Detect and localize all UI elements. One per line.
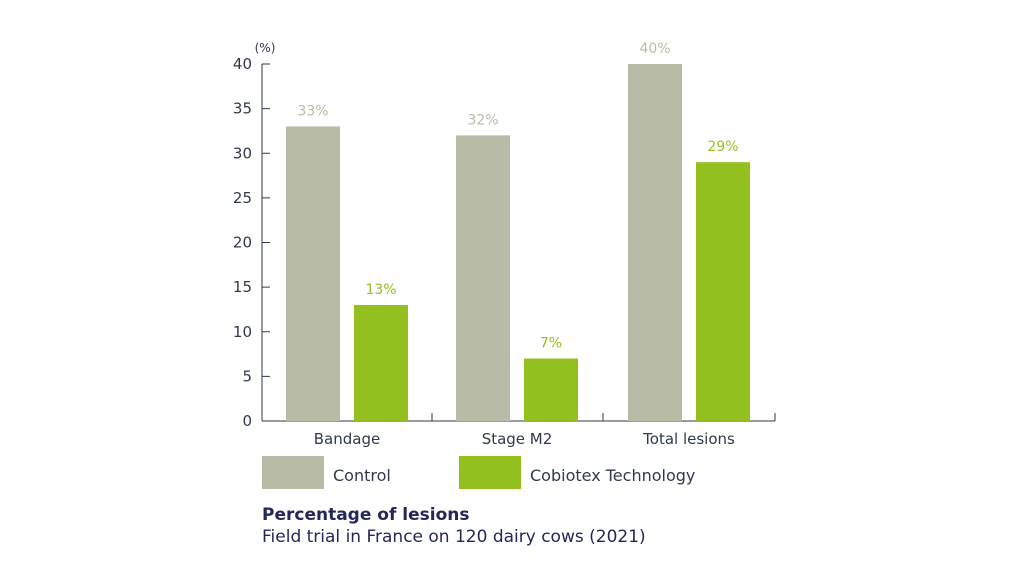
category-labels: Bandage Stage M2 Total lesions xyxy=(314,430,735,448)
legend: Control Cobiotex Technology xyxy=(262,456,695,489)
bar-cobiotex-1 xyxy=(524,358,578,421)
y-axis-unit-label: (%) xyxy=(255,41,276,55)
data-label: 7% xyxy=(540,336,562,352)
y-tick-label: 20 xyxy=(233,234,252,252)
bar-control-0 xyxy=(286,126,340,421)
data-label: 13% xyxy=(365,282,396,298)
y-tick-label: 40 xyxy=(233,55,252,73)
y-tick-label: 25 xyxy=(233,189,252,207)
y-tick-label: 5 xyxy=(242,367,252,385)
data-label: 32% xyxy=(467,112,498,128)
y-tick-label: 10 xyxy=(233,323,252,341)
data-label: 33% xyxy=(297,103,328,119)
data-labels: 33% 13% 32% 7% 40% 29% xyxy=(297,41,738,352)
legend-label: Cobiotex Technology xyxy=(530,466,695,485)
category-label: Bandage xyxy=(314,430,380,448)
chart-caption: Percentage of lesions Field trial in Fra… xyxy=(262,504,962,548)
bar-cobiotex-0 xyxy=(354,304,408,421)
category-label: Total lesions xyxy=(642,430,735,448)
bars xyxy=(286,64,750,422)
y-tick-label: 35 xyxy=(233,100,252,118)
y-tick-label: 0 xyxy=(242,412,252,430)
data-label: 40% xyxy=(639,41,670,57)
data-label: 29% xyxy=(707,139,738,155)
legend-swatch xyxy=(459,456,521,489)
y-axis-ticks: 0 5 10 15 20 25 30 35 40 xyxy=(233,55,270,430)
category-label: Stage M2 xyxy=(482,430,553,448)
bar-cobiotex-2 xyxy=(696,162,750,422)
bar-control-2 xyxy=(628,64,682,421)
y-tick-label: 15 xyxy=(233,278,252,296)
chart-title: Percentage of lesions xyxy=(262,505,470,525)
y-tick-label: 30 xyxy=(233,144,252,162)
bar-chart: (%) 0 5 10 15 20 25 30 35 40 33% 13% 32% 7% 40% 29% B… xyxy=(233,41,776,489)
legend-swatch xyxy=(262,456,324,489)
bar-control-1 xyxy=(456,135,510,421)
chart-subtitle: Field trial in France on 120 dairy cows … xyxy=(262,527,646,547)
legend-label: Control xyxy=(333,466,391,485)
axes xyxy=(261,64,776,422)
